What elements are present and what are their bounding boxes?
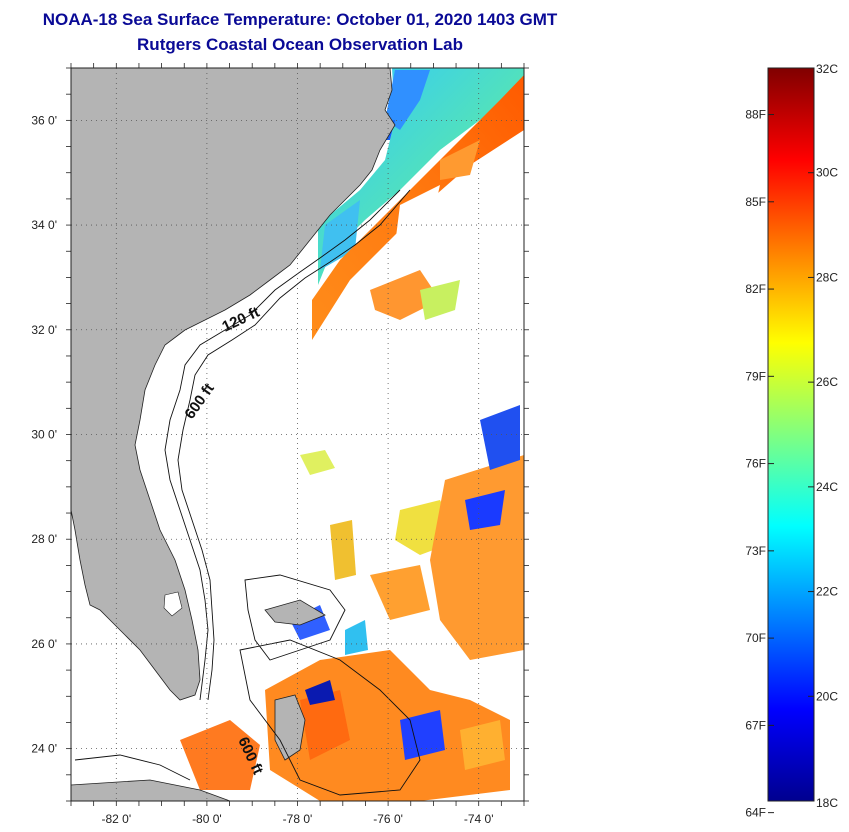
lat-tick-label: 30 0'	[31, 428, 57, 442]
colorbar-gradient	[767, 67, 815, 802]
fahrenheit-tick-label: 85F	[745, 195, 766, 209]
lake-okeechobee	[163, 591, 183, 617]
gridlines	[71, 68, 524, 801]
lat-tick-label: 28 0'	[31, 532, 57, 546]
lon-tick-label: -82 0'	[101, 812, 131, 826]
celsius-tick-label: 32C	[816, 62, 838, 76]
fahrenheit-tick-label: 88F	[745, 108, 766, 122]
grand-bahama	[264, 599, 326, 626]
lat-tick-label: 34 0'	[31, 218, 57, 232]
lat-tick-label: 32 0'	[31, 323, 57, 337]
fahrenheit-tick-label: 70F	[745, 631, 766, 645]
celsius-tick-label: 28C	[816, 270, 838, 284]
axis-labels: -82 0' -80 0' -78 0' -76 0' -74 0' 36 0' 34 0'…	[31, 113, 493, 826]
celsius-tick-label: 18C	[816, 796, 838, 810]
fahrenheit-tick-label: 82F	[745, 282, 766, 296]
fahrenheit-tick-label: 73F	[745, 544, 766, 558]
lat-tick-label: 26 0'	[31, 637, 57, 651]
celsius-tick-label: 24C	[816, 480, 838, 494]
sst-swaths	[180, 68, 524, 801]
lon-tick-label: -78 0'	[283, 812, 313, 826]
celsius-tick-label: 30C	[816, 166, 838, 180]
fahrenheit-tick-label: 76F	[745, 457, 766, 471]
lon-tick-label: -74 0'	[464, 812, 494, 826]
celsius-tick-label: 26C	[816, 375, 838, 389]
bathymetry-contours	[74, 189, 421, 796]
lon-tick-label: -76 0'	[373, 812, 403, 826]
cuba	[71, 779, 231, 801]
lat-tick-label: 24 0'	[31, 742, 57, 756]
celsius-tick-label: 22C	[816, 585, 838, 599]
lat-tick-label: 36 0'	[31, 113, 57, 127]
map-subtitle: Rutgers Coastal Ocean Observation Lab	[137, 35, 463, 54]
us-mainland	[71, 68, 396, 701]
fahrenheit-tick-label: 67F	[745, 718, 766, 732]
fahrenheit-tick-label: 64F	[745, 806, 766, 820]
axis-ticks	[66, 63, 529, 806]
map-title: NOAA-18 Sea Surface Temperature: October…	[42, 10, 558, 29]
celsius-tick-label: 20C	[816, 689, 838, 703]
lon-tick-label: -80 0'	[192, 812, 222, 826]
fahrenheit-tick-label: 79F	[745, 369, 766, 383]
